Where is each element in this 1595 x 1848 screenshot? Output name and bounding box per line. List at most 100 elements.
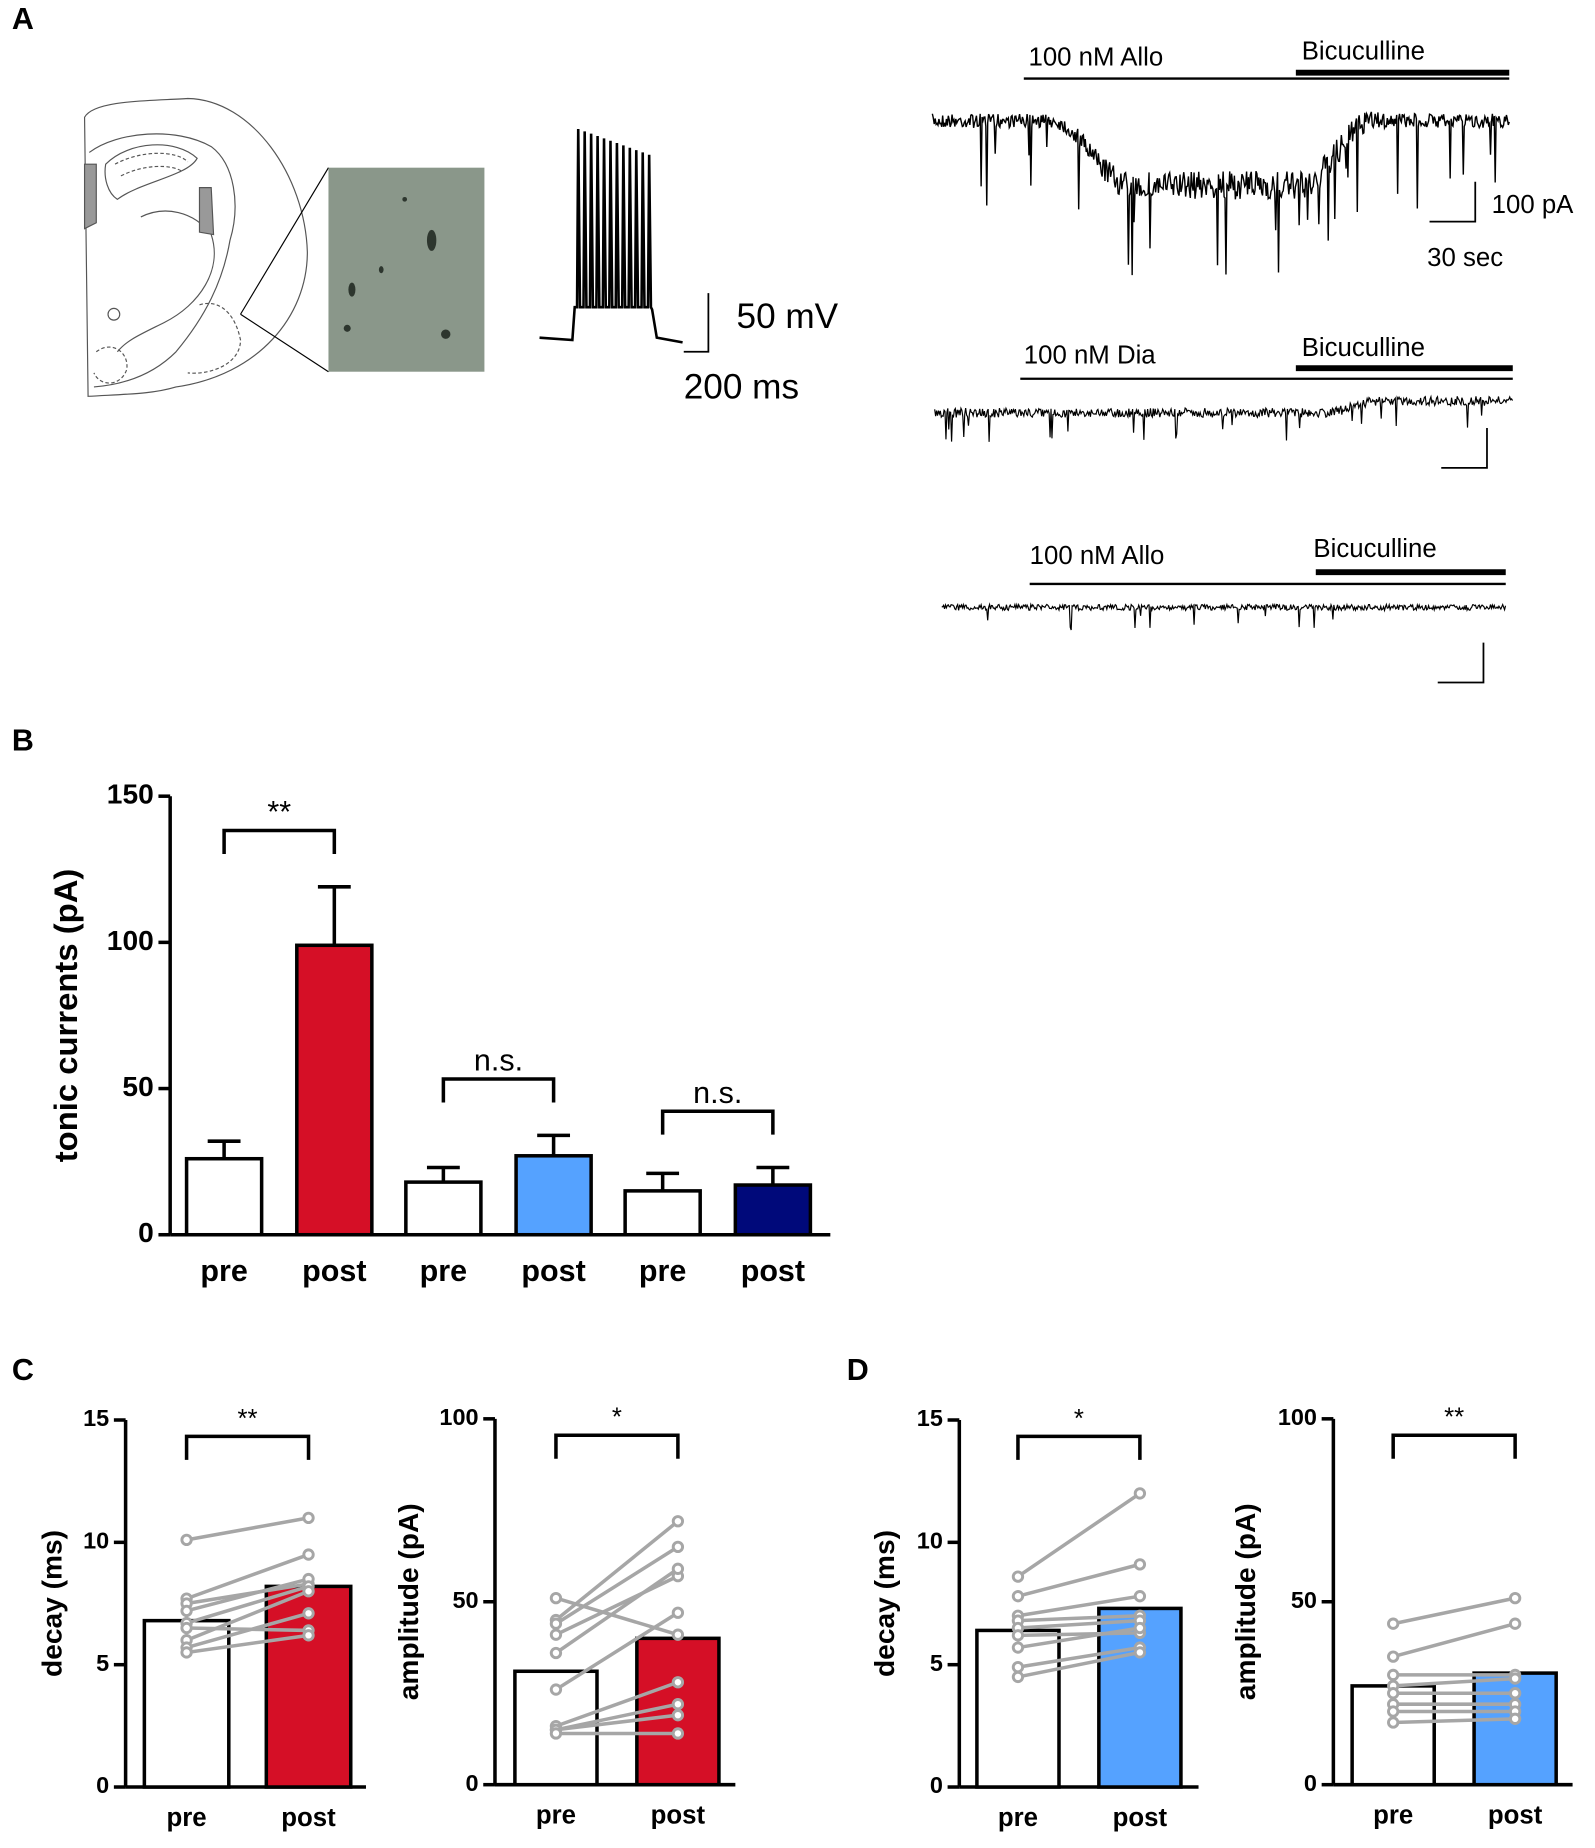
significance-label: n.s. — [474, 1044, 523, 1078]
significance-label: ** — [238, 1405, 258, 1433]
x-tick-label: pre — [639, 1254, 686, 1288]
data-point — [1387, 1650, 1400, 1663]
paired-line — [554, 1567, 679, 1655]
data-point — [1011, 1670, 1025, 1684]
data-point — [671, 1709, 685, 1722]
x-tick-label: pre — [998, 1804, 1038, 1832]
paired-line — [1017, 1631, 1140, 1638]
paired-line — [555, 1574, 679, 1637]
zoom-line — [240, 167, 329, 315]
significance-label: ** — [267, 795, 291, 829]
x-tick-label: pre — [167, 1804, 207, 1832]
y-tick-label: 10 — [83, 1528, 109, 1554]
data-point — [1387, 1668, 1400, 1682]
paired-line — [186, 1584, 310, 1625]
data-point — [549, 1628, 563, 1641]
bar — [404, 1180, 483, 1237]
micrograph-cells — [343, 196, 451, 339]
x-tick-label: post — [1488, 1802, 1543, 1830]
bar — [295, 943, 374, 1237]
bar — [623, 1189, 702, 1237]
significance-label: ** — [1444, 1404, 1464, 1432]
data-point — [1387, 1705, 1400, 1718]
data-point — [549, 1617, 563, 1630]
data-point — [1011, 1590, 1025, 1603]
scale-label: 30 sec — [1427, 244, 1503, 272]
scale-label: 100 pA — [1492, 191, 1575, 219]
data-point — [302, 1607, 315, 1620]
data-point — [180, 1533, 193, 1547]
paired-line — [1017, 1613, 1140, 1623]
y-tick-label: 100 — [1278, 1404, 1317, 1430]
micrograph — [328, 167, 485, 372]
significance-bracket — [1391, 1433, 1517, 1459]
data-point — [1133, 1621, 1147, 1635]
paired-line — [1017, 1645, 1141, 1669]
y-tick-label: 50 — [1291, 1587, 1317, 1613]
trace — [934, 394, 1514, 442]
x-tick-label: post — [651, 1802, 706, 1830]
bar — [1097, 1606, 1183, 1789]
data-point — [1011, 1629, 1025, 1642]
brain-section-drawing — [83, 97, 308, 397]
panel-label: D — [847, 1353, 869, 1387]
bar — [733, 1183, 813, 1237]
data-point — [671, 1727, 685, 1740]
paired-line — [1016, 1491, 1141, 1579]
panel-a: A 50 mV 200 ms 100 nM Allo Bicuculline 100 nM… — [12, 2, 1575, 684]
y-tick-label: 15 — [83, 1405, 109, 1431]
trace — [931, 111, 1510, 276]
paired-line — [1017, 1594, 1141, 1618]
data-point — [671, 1676, 685, 1689]
x-tick-label: post — [281, 1804, 336, 1832]
x-tick-label: post — [521, 1254, 585, 1288]
data-point — [1508, 1712, 1522, 1725]
y-axis-label: amplitude (pA) — [1230, 1503, 1261, 1700]
y-tick-label: 0 — [138, 1217, 154, 1248]
data-point — [1387, 1687, 1400, 1700]
scale-label: 50 mV — [737, 297, 839, 336]
data-point — [671, 1562, 685, 1575]
x-tick-label: post — [302, 1254, 366, 1288]
data-point — [1133, 1646, 1147, 1659]
y-axis-label: decay (ms) — [869, 1530, 900, 1677]
data-point — [549, 1683, 563, 1696]
zoom-line — [240, 313, 329, 373]
drug-label: 100 nM Allo — [1028, 43, 1163, 71]
y-tick-label: 15 — [917, 1405, 943, 1431]
paired-line — [185, 1589, 310, 1642]
data-point — [1508, 1617, 1522, 1630]
panel-label: A — [12, 2, 34, 36]
data-point — [1508, 1687, 1522, 1700]
y-tick-label: 5 — [930, 1650, 943, 1676]
paired-line — [1017, 1650, 1141, 1679]
data-point — [302, 1629, 315, 1642]
data-point — [1508, 1672, 1522, 1685]
paired-line — [1393, 1717, 1516, 1725]
y-tick-label: 100 — [107, 925, 154, 956]
significance-label: * — [612, 1404, 622, 1432]
antagonist-label: Bicuculline — [1313, 535, 1436, 563]
bar — [975, 1628, 1061, 1789]
data-point — [1011, 1660, 1025, 1674]
error-bar — [756, 1165, 790, 1186]
y-axis-label: amplitude (pA) — [393, 1503, 424, 1700]
significance-bracket — [1016, 1434, 1142, 1460]
significance-bracket — [441, 1077, 556, 1103]
scale-label: 200 ms — [684, 368, 799, 407]
paired-line — [1392, 1622, 1516, 1659]
data-point — [671, 1515, 685, 1528]
y-tick-label: 150 — [107, 779, 154, 810]
x-tick-label: post — [1113, 1804, 1168, 1832]
data-point — [671, 1540, 685, 1554]
paired-line — [555, 1702, 679, 1732]
significance-label: * — [1074, 1405, 1084, 1433]
y-tick-label: 100 — [439, 1404, 478, 1430]
data-point — [1387, 1617, 1400, 1630]
scale-bar — [1441, 427, 1488, 469]
y-axis-label: decay (ms) — [37, 1530, 68, 1677]
x-tick-label: pre — [420, 1254, 467, 1288]
paired-line — [186, 1577, 309, 1613]
paired-line — [555, 1545, 679, 1626]
